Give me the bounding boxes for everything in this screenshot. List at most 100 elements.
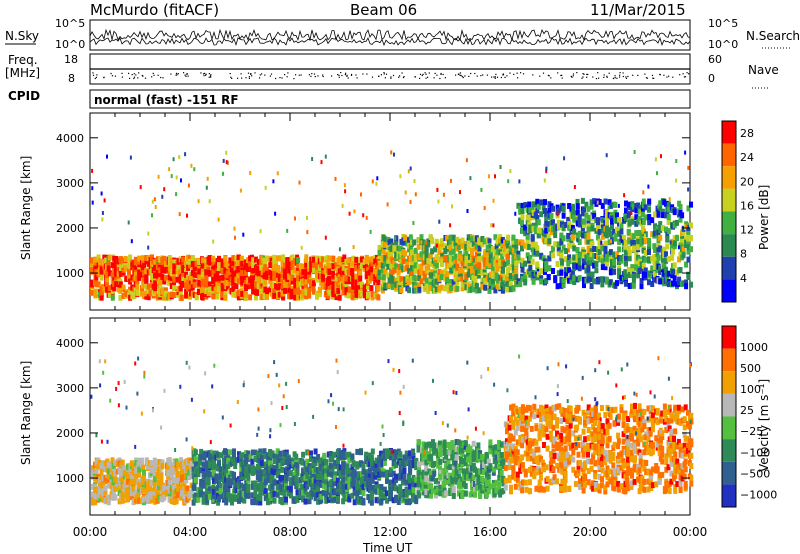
echo-cell xyxy=(153,272,158,279)
nave-point xyxy=(494,76,496,78)
echo-cell xyxy=(464,249,469,256)
echo-cell xyxy=(426,241,431,248)
echo-cell xyxy=(520,219,524,226)
echo-cell xyxy=(222,459,226,465)
echo-cell xyxy=(603,198,608,205)
echo-cell xyxy=(684,242,689,248)
echo-cell xyxy=(686,244,691,251)
echo-cell xyxy=(639,237,644,244)
echo-cell xyxy=(518,179,521,184)
echo-cell xyxy=(113,485,118,492)
echo-cell xyxy=(464,284,469,291)
echo-cell xyxy=(470,247,474,254)
echo-cell xyxy=(321,275,326,282)
echo-cell xyxy=(231,276,236,283)
echo-cell xyxy=(250,492,255,499)
nave-point xyxy=(355,74,357,76)
echo-cell xyxy=(176,471,181,477)
echo-cell xyxy=(94,256,99,263)
echo-cell xyxy=(527,243,532,250)
nave-point xyxy=(340,72,342,74)
echo-cell xyxy=(178,212,181,217)
echo-cell xyxy=(313,456,318,463)
nave-point xyxy=(672,76,674,78)
echo-cell xyxy=(608,269,613,276)
date-title: 11/Mar/2015 xyxy=(590,1,686,19)
echo-cell xyxy=(200,286,205,293)
echo-cell xyxy=(535,198,540,205)
echo-cell xyxy=(239,490,244,497)
echo-cell xyxy=(380,262,385,268)
echo-cell xyxy=(220,282,225,289)
echo-cell xyxy=(122,470,127,477)
echo-cell xyxy=(511,239,516,246)
echo-cell xyxy=(236,265,241,272)
echo-cell xyxy=(580,197,585,204)
echo-cell xyxy=(126,475,130,482)
echo-cell xyxy=(422,274,427,281)
echo-cell xyxy=(98,259,102,265)
echo-cell xyxy=(351,283,356,290)
echo-cell xyxy=(129,494,134,501)
echo-cell xyxy=(245,277,250,284)
nave-point xyxy=(464,75,466,77)
echo-cell xyxy=(535,250,540,257)
nave-point xyxy=(345,72,347,74)
nave-point xyxy=(245,77,247,79)
echo-cell xyxy=(623,193,626,198)
echo-cell xyxy=(589,276,594,282)
echo-cell xyxy=(341,289,346,296)
echo-cell xyxy=(492,198,495,203)
nave-point xyxy=(187,75,189,77)
echo-cell xyxy=(455,264,460,271)
nave-point xyxy=(175,72,178,74)
nave-point xyxy=(208,73,210,75)
nave-point xyxy=(436,74,438,76)
echo-cell xyxy=(446,254,451,261)
echo-cell xyxy=(182,463,187,470)
echo-cell xyxy=(295,470,300,477)
echo-cell xyxy=(448,279,453,285)
echo-cell xyxy=(477,240,482,247)
nave-point xyxy=(240,73,242,75)
echo-cell xyxy=(615,217,619,224)
echo-cell xyxy=(412,239,417,246)
echo-cell xyxy=(584,201,589,208)
echo-cell xyxy=(150,254,154,261)
echo-cell xyxy=(410,270,414,277)
echo-cell xyxy=(643,256,648,263)
echo-cell xyxy=(236,273,241,280)
echo-cell xyxy=(407,287,412,294)
echo-cell xyxy=(277,291,282,298)
echo-cell xyxy=(128,481,133,488)
echo-cell xyxy=(200,266,205,273)
echo-cell xyxy=(316,498,321,505)
nave-point xyxy=(250,73,252,75)
echo-cell xyxy=(151,199,154,204)
nave-point xyxy=(668,75,670,77)
echo-cell xyxy=(672,222,677,229)
echo-cell xyxy=(282,449,287,456)
echo-cell xyxy=(541,255,546,262)
echo-cell xyxy=(133,266,138,273)
echo-cell xyxy=(607,199,612,206)
echo-cell xyxy=(286,490,291,497)
echo-cell xyxy=(148,283,153,290)
echo-cell xyxy=(141,465,146,472)
echo-cell xyxy=(586,226,591,233)
nave-point xyxy=(152,72,154,74)
echo-cell xyxy=(175,276,180,283)
echo-cell xyxy=(592,262,597,269)
echo-cell xyxy=(460,267,465,274)
echo-cell xyxy=(653,262,657,269)
nave-point xyxy=(390,77,392,79)
echo-cell xyxy=(419,267,424,274)
echo-cell xyxy=(169,470,174,477)
echo-cell xyxy=(223,290,228,297)
echo-cell xyxy=(658,269,663,275)
echo-cell xyxy=(305,491,310,498)
echo-cell xyxy=(610,262,614,269)
echo-cell xyxy=(134,493,139,499)
nave-point xyxy=(247,72,250,74)
echo-cell xyxy=(155,256,160,263)
